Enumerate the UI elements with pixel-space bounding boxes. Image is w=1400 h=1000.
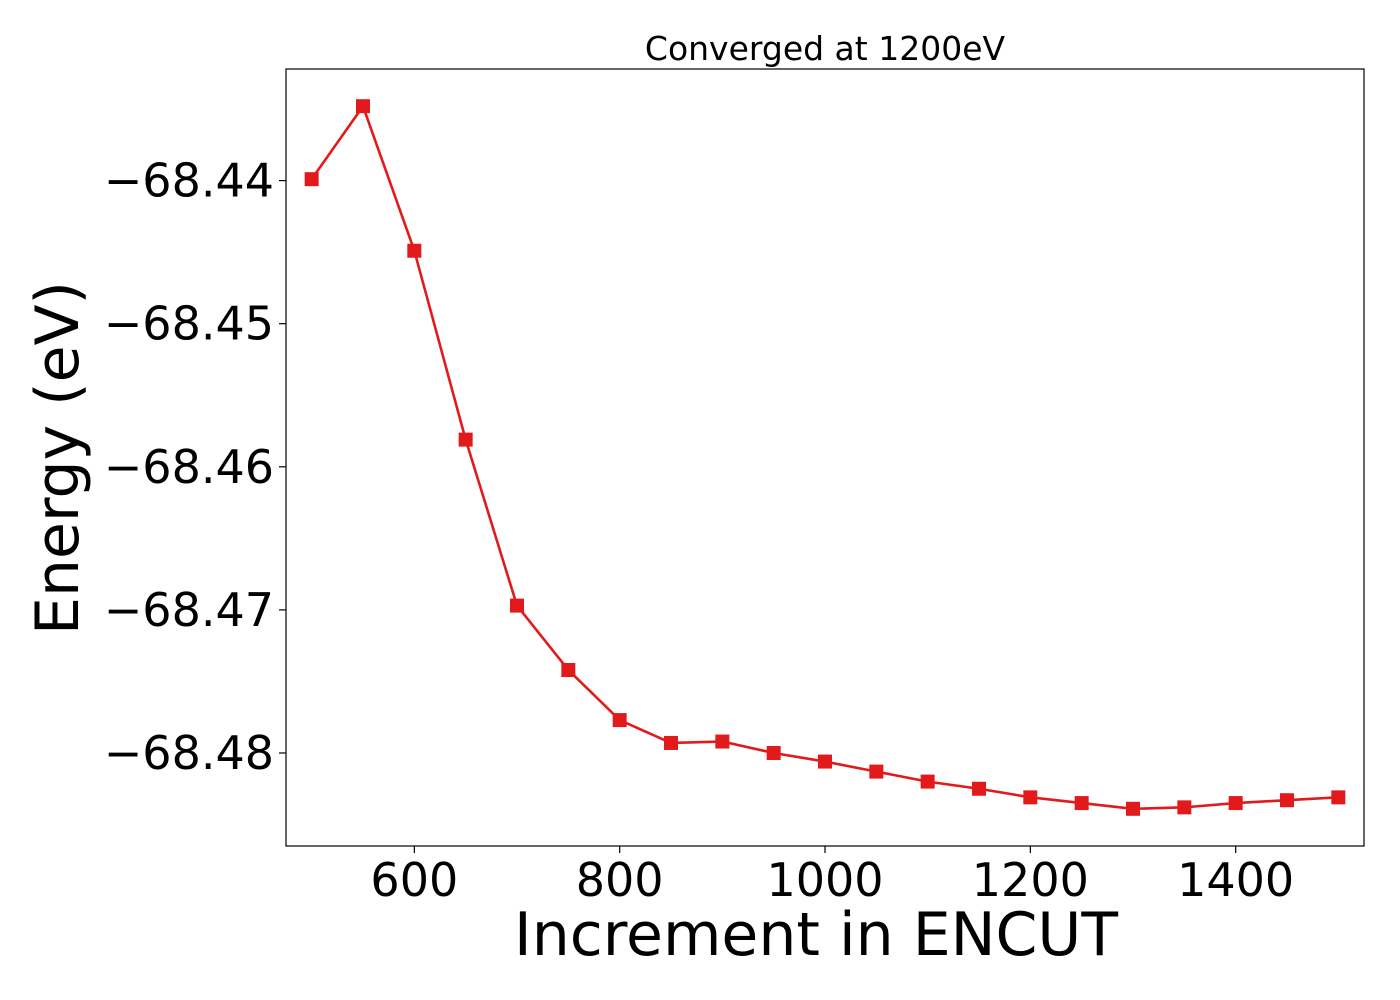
data-point-marker — [1331, 790, 1346, 805]
data-point-marker — [869, 764, 884, 779]
y-tick-label: −68.45 — [104, 297, 274, 351]
x-tick-label: 1000 — [766, 853, 883, 907]
data-point-marker — [356, 99, 370, 114]
x-tick-label: 800 — [576, 853, 664, 907]
x-axis-label: Increment in ENCUT — [514, 900, 1118, 970]
data-point-marker — [1228, 796, 1243, 811]
data-point-marker — [304, 172, 319, 187]
data-point-marker — [920, 774, 935, 789]
y-axis-label: Energy (eV) — [23, 281, 93, 635]
x-tick-label: 1400 — [1177, 853, 1294, 907]
x-tick-label: 600 — [370, 853, 458, 907]
y-axis: −68.44 −68.45 −68.46 −68.47 −68.48 — [104, 154, 286, 780]
data-point-marker — [612, 713, 627, 728]
y-tick-label: −68.47 — [104, 583, 274, 637]
data-point-marker — [458, 432, 473, 447]
data-point-marker — [561, 662, 576, 677]
data-point-marker — [1074, 796, 1089, 811]
y-tick-label: −68.44 — [104, 154, 274, 208]
y-tick-label: −68.48 — [104, 726, 274, 780]
data-point-marker — [972, 781, 986, 796]
data-point-marker — [1280, 793, 1294, 808]
data-point-marker — [407, 243, 422, 258]
data-point-marker — [1126, 801, 1140, 816]
chart-title: Converged at 1200eV — [645, 29, 1006, 68]
data-point-marker — [1023, 790, 1038, 805]
data-point-marker — [664, 735, 678, 750]
data-point-marker — [766, 745, 781, 760]
data-point-marker — [818, 754, 832, 769]
data-point-marker — [510, 598, 524, 613]
series-layer — [304, 99, 1346, 816]
data-point-marker — [1177, 800, 1192, 815]
data-point-marker — [715, 734, 730, 749]
plot-area-frame — [285, 68, 1365, 847]
x-axis: 600 800 1000 1200 1400 — [370, 846, 1294, 907]
series-line — [310, 104, 1339, 811]
y-tick-label: −68.46 — [104, 440, 274, 494]
x-tick-label: 1200 — [972, 853, 1089, 907]
